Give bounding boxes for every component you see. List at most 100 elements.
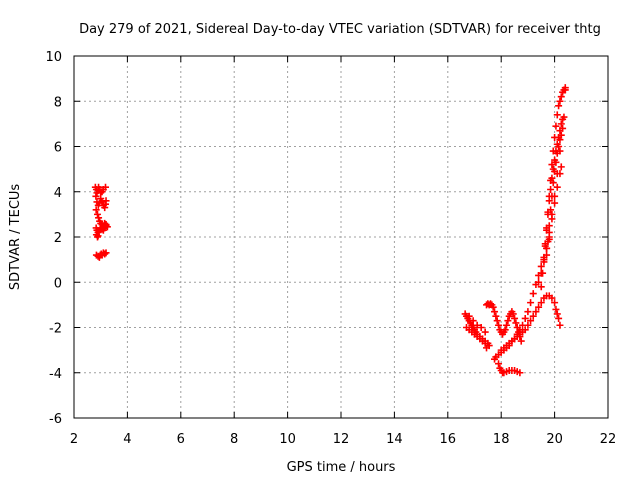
data-point [93, 210, 101, 218]
data-point [537, 283, 545, 291]
axis-ticks: 2 4 6 8 10 12 14 16 18 20 22 -6 -4 -2 0 2 4 6 8 10 [45, 50, 616, 447]
data-point [501, 326, 509, 334]
data-point [529, 290, 537, 298]
y-tick-label: 0 [54, 276, 62, 291]
data-point [555, 314, 563, 322]
chart-title: Day 279 of 2021, Sidereal Day-to-day VTE… [79, 22, 601, 37]
y-tick-label: 2 [54, 231, 62, 246]
y-tick-label: -4 [49, 367, 62, 382]
data-point [543, 251, 551, 259]
data-point [481, 339, 489, 347]
data-point [465, 312, 473, 320]
data-point [512, 319, 520, 327]
data-point [95, 214, 103, 222]
data-point [92, 192, 100, 200]
data-point [539, 269, 547, 277]
data-point [493, 317, 501, 325]
data-point [537, 299, 545, 307]
data-point [556, 170, 564, 178]
x-tick-label: 14 [386, 432, 403, 447]
data-point [548, 161, 556, 169]
data-point [553, 149, 561, 157]
y-tick-label: -2 [49, 322, 62, 337]
x-tick-label: 22 [600, 432, 617, 447]
x-tick-label: 12 [333, 432, 350, 447]
data-point [517, 337, 525, 345]
data-point [548, 294, 556, 302]
y-axis-label: SDTVAR / TECUs [8, 184, 23, 291]
data-point [481, 328, 489, 336]
data-point [545, 233, 553, 241]
data-point [102, 197, 110, 205]
data-point [527, 299, 535, 307]
y-tick-label: 4 [54, 186, 62, 201]
data-point [547, 185, 555, 193]
grid-lines [74, 56, 608, 418]
data-point [483, 344, 491, 352]
data-point [511, 314, 519, 322]
data-point [491, 308, 499, 316]
data-point [556, 127, 564, 135]
data-point [102, 222, 110, 230]
x-tick-label: 10 [279, 432, 296, 447]
data-point [555, 102, 563, 110]
y-tick-label: 10 [45, 50, 62, 65]
data-point [553, 111, 561, 119]
y-tick-label: -6 [49, 412, 62, 427]
data-point [495, 321, 503, 329]
data-point [489, 303, 497, 311]
data-point [557, 120, 565, 128]
data-point [541, 240, 549, 248]
data-point [477, 324, 485, 331]
data-point [545, 192, 553, 200]
data-point [552, 158, 560, 166]
data-point [492, 312, 500, 320]
x-tick-label: 6 [177, 432, 185, 447]
x-tick-label: 2 [70, 432, 78, 447]
x-tick-label: 16 [440, 432, 457, 447]
data-point [524, 321, 532, 329]
data-point [503, 321, 511, 329]
y-tick-label: 6 [54, 141, 62, 156]
data-point [469, 317, 477, 325]
x-tick-label: 8 [230, 432, 238, 447]
data-point [540, 256, 548, 264]
data-point [92, 206, 100, 214]
data-point [97, 195, 105, 203]
data-point [521, 326, 529, 334]
data-point [509, 310, 517, 318]
data-point [549, 147, 557, 155]
data-point [102, 249, 110, 257]
data-point [555, 143, 563, 150]
data-point [544, 208, 552, 216]
data-point [553, 183, 561, 191]
y-tick-label: 8 [54, 95, 62, 110]
data-points [91, 84, 569, 377]
data-point [473, 321, 481, 329]
data-point [505, 342, 513, 350]
data-point [102, 183, 110, 191]
data-point [543, 224, 551, 232]
data-point [101, 204, 109, 212]
data-point [561, 84, 569, 92]
data-point [551, 199, 559, 207]
data-point [557, 93, 565, 101]
data-point [552, 122, 560, 130]
data-point [504, 317, 512, 325]
data-point [101, 250, 109, 258]
data-point [551, 133, 559, 141]
data-point [94, 232, 102, 240]
data-point [556, 321, 564, 329]
x-axis-label: GPS time / hours [287, 460, 396, 475]
data-point [547, 176, 555, 184]
data-point [524, 308, 532, 316]
data-point [552, 305, 560, 313]
data-point [516, 369, 524, 377]
data-point [551, 299, 559, 307]
data-point [535, 278, 543, 286]
data-point [529, 312, 537, 320]
data-point [537, 262, 545, 270]
data-point [560, 113, 568, 121]
data-point [535, 303, 543, 311]
